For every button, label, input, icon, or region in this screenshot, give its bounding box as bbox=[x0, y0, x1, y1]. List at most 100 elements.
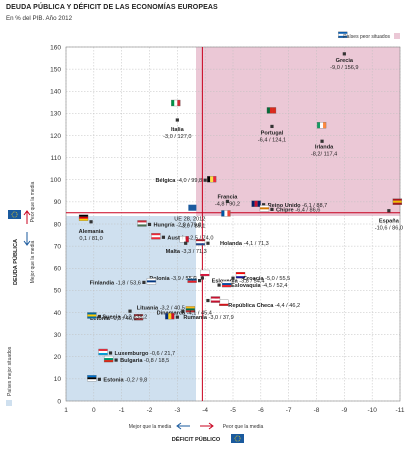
point-name: Reino Unido bbox=[268, 203, 302, 209]
flag-stripe bbox=[236, 272, 245, 275]
flag-stripe bbox=[200, 271, 210, 274]
flag-border bbox=[98, 348, 108, 356]
point-marker bbox=[89, 220, 93, 224]
flag-stripe bbox=[210, 176, 214, 183]
point-label: Luxemburgo -0,6 / 21,7 bbox=[115, 351, 176, 357]
point-letonia: Letonia -1,3 / 40,6 bbox=[90, 309, 144, 322]
flag-stripe bbox=[151, 233, 161, 236]
point-name: Suecia bbox=[102, 314, 121, 320]
flag-border bbox=[103, 355, 114, 363]
x-better-hint: Mejor que la media bbox=[129, 424, 172, 430]
point-marker bbox=[175, 315, 179, 319]
x-tick-label: -1 bbox=[119, 407, 125, 414]
flag-luxemburgo-icon bbox=[98, 348, 108, 356]
flag-stripe bbox=[338, 33, 348, 36]
y-tick-label: 110 bbox=[51, 155, 62, 162]
point-rumania: Rumanía -3,0 / 37,9 bbox=[165, 312, 234, 321]
point-value: -3,0 / 127,0 bbox=[163, 134, 191, 140]
flag-stripe bbox=[179, 236, 183, 243]
flag-alemania-icon bbox=[78, 214, 89, 221]
flag-stripe bbox=[187, 280, 197, 283]
point-value: -3,2 / 40,5 bbox=[160, 305, 185, 311]
point-estonia: Estonia -0,2 / 9,8 bbox=[87, 375, 147, 383]
point-polonia: Polonia -3,9 / 55,6 bbox=[149, 269, 210, 282]
reference-value: -3,9 / 85,1 bbox=[180, 224, 205, 230]
flag-stripe bbox=[171, 100, 175, 107]
point-value: -4,5 / 52,4 bbox=[262, 283, 287, 289]
point-name: Letonia bbox=[90, 316, 111, 322]
point-value: -3,0 / 37,9 bbox=[209, 315, 234, 321]
flag-stripe bbox=[79, 214, 89, 217]
point-croacia: Croacia -5,0 / 55,5 bbox=[231, 272, 290, 282]
point-value: -6,1 / 88,7 bbox=[302, 203, 327, 209]
flag-stripe bbox=[79, 218, 89, 221]
point-value: -0,6 / 21,7 bbox=[150, 351, 175, 357]
y-tick-label: 50 bbox=[54, 288, 62, 295]
point-value: -4,4 / 46,2 bbox=[275, 303, 300, 309]
flag-holanda-icon bbox=[195, 239, 206, 246]
x-tick-label: -7 bbox=[286, 407, 292, 414]
y-tick-label: 80 bbox=[54, 221, 62, 228]
legend-better: Países mejor situados bbox=[6, 346, 13, 406]
flag-stripe bbox=[87, 375, 97, 378]
flag-stripe bbox=[98, 352, 108, 355]
point-marker bbox=[184, 241, 188, 245]
point-label: Croacia -5,0 / 55,5 bbox=[243, 276, 290, 282]
point-belgica: Bélgica -4,0 / 99,8 bbox=[155, 176, 217, 184]
eu-stars-icon bbox=[234, 435, 241, 442]
flag-border bbox=[221, 280, 232, 288]
point-marker bbox=[217, 283, 221, 287]
flag-republica-checa-icon bbox=[219, 299, 229, 306]
y-tick-label: 140 bbox=[50, 89, 61, 96]
flag-eslovaquia-icon bbox=[221, 280, 232, 288]
worse-zone bbox=[196, 47, 400, 216]
flag-stripe bbox=[323, 122, 327, 129]
flag-stripe bbox=[134, 316, 144, 319]
flag-stripe bbox=[338, 35, 348, 38]
flag-border bbox=[266, 107, 277, 114]
y-axis-label-group: DEUDA PÚBLICA Peor que la media Mejor qu… bbox=[8, 181, 36, 285]
point-name: Finlandia bbox=[90, 280, 115, 286]
point-holanda: Holanda -4,1 / 71,3 bbox=[195, 239, 269, 247]
flag-border bbox=[200, 269, 210, 277]
point-name: Rumanía bbox=[183, 315, 208, 321]
flag-stripe bbox=[392, 200, 402, 203]
point-marker bbox=[108, 351, 113, 355]
point-name: Estonia bbox=[103, 377, 124, 383]
point-lituania: Lituania -3,2 / 40,5 bbox=[137, 305, 196, 313]
point-name: Eslovaquia bbox=[231, 283, 261, 289]
point-name: Italia bbox=[171, 127, 185, 133]
x-tick-label: -10 bbox=[367, 407, 377, 414]
point-marker bbox=[231, 276, 235, 280]
flag-stripe bbox=[87, 379, 97, 382]
flag-stripe bbox=[200, 273, 210, 276]
flag-stripe bbox=[137, 224, 147, 227]
point-label: República Checa -4,4 / 46,2 bbox=[228, 303, 300, 309]
point-label: Chipre -6,4 / 86,6 bbox=[276, 207, 320, 213]
y-tick-label: 20 bbox=[54, 354, 62, 361]
y-tick-label: 70 bbox=[54, 243, 62, 250]
flag-finlandia-icon bbox=[146, 278, 157, 285]
flag-border bbox=[219, 299, 229, 306]
point-name: Holanda bbox=[220, 241, 243, 247]
flag-stripe bbox=[236, 274, 245, 277]
point-marker bbox=[97, 314, 101, 319]
flag-irlanda-icon bbox=[316, 122, 327, 129]
point-name: Bélgica bbox=[155, 178, 176, 184]
y-tick-label: 120 bbox=[50, 133, 61, 140]
flag-stripe bbox=[134, 318, 144, 321]
flag-espana-icon bbox=[392, 198, 403, 205]
point-malta: Malta -3,3 / 71,3 bbox=[166, 236, 207, 255]
point-luxemburgo: Luxemburgo -0,6 / 21,7 bbox=[98, 348, 176, 357]
flag-stripe bbox=[200, 269, 210, 272]
flag-reino-unido-icon bbox=[251, 200, 261, 207]
x-tick-label: -9 bbox=[341, 407, 347, 414]
flag-stripe bbox=[207, 176, 211, 183]
flag-stripe bbox=[151, 235, 161, 238]
point-name: Bulgaria bbox=[120, 358, 143, 364]
point-marker bbox=[181, 309, 185, 313]
arrow-up-icon bbox=[23, 210, 31, 224]
flag-border bbox=[235, 272, 246, 279]
flag-austria-icon bbox=[151, 233, 161, 240]
y-worse-hint: Peor que la media bbox=[30, 181, 36, 222]
